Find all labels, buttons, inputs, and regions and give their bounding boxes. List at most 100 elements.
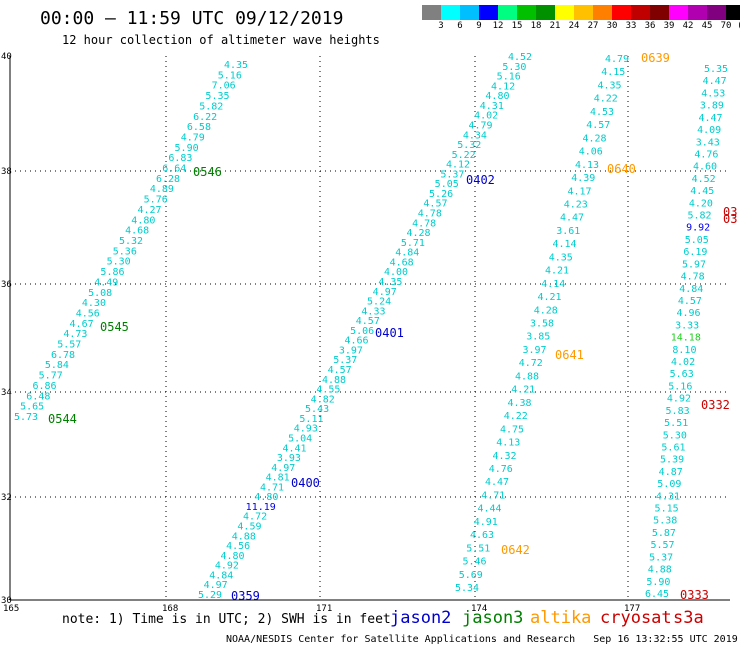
swh-value: 4.21 bbox=[545, 266, 569, 277]
legend-s3a: s3a bbox=[673, 608, 704, 628]
swh-value: 5.35 bbox=[205, 91, 229, 102]
legend-swatch bbox=[555, 5, 574, 20]
swh-value: 5.38 bbox=[653, 516, 677, 527]
swh-value: 3.97 bbox=[522, 345, 546, 356]
swh-value: 4.57 bbox=[423, 199, 447, 210]
swh-value: 5.86 bbox=[100, 267, 124, 278]
swh-value: 4.21 bbox=[537, 292, 561, 303]
swh-value: 4.35 bbox=[549, 252, 573, 263]
swh-value: 3.43 bbox=[696, 137, 720, 148]
legend-swatch bbox=[517, 5, 536, 20]
swh-value: 5.61 bbox=[661, 442, 685, 453]
legend-swatch bbox=[479, 5, 498, 20]
pass-time-label: 0544 bbox=[48, 412, 77, 426]
swh-value: 4.30 bbox=[82, 298, 106, 309]
footer-note: note: 1) Time is in UTC; 2) SWH is in fe… bbox=[62, 612, 391, 627]
swh-value: 4.12 bbox=[446, 160, 470, 171]
swh-value: 6.64 bbox=[162, 164, 186, 175]
legend-jason2: jason2 bbox=[390, 608, 452, 628]
map-axes: 165 168 171 174 177 40 38 36 34 32 30 bbox=[1, 52, 730, 614]
y-tick-label: 40 bbox=[1, 52, 12, 62]
swh-value: 4.87 bbox=[659, 467, 683, 478]
swh-value: 4.28 bbox=[582, 133, 606, 144]
pass-time-label: 0639 bbox=[641, 51, 670, 65]
legend-label: 6 bbox=[457, 21, 463, 31]
swh-value: 5.43 bbox=[305, 404, 329, 415]
swh-value: 4.89 bbox=[150, 184, 174, 195]
swh-value: 4.76 bbox=[489, 464, 513, 475]
swh-value: 5.37 bbox=[440, 169, 464, 180]
swh-value: 4.92 bbox=[215, 561, 239, 572]
swh-value: 6.86 bbox=[32, 381, 56, 392]
swh-value: 5.97 bbox=[682, 259, 706, 270]
swh-value: 4.71 bbox=[260, 482, 284, 493]
swh-value: 4.79 bbox=[181, 132, 205, 143]
credit-line: NOAA/NESDIS Center for Satellite Applica… bbox=[226, 634, 738, 645]
legend-label: 21 bbox=[549, 21, 561, 31]
swh-value: 5.37 bbox=[649, 552, 673, 563]
swh-value: 4.80 bbox=[254, 492, 278, 503]
swh-value: 5.82 bbox=[687, 211, 711, 222]
swh-value: 4.84 bbox=[395, 248, 419, 259]
swh-value: 4.67 bbox=[70, 319, 94, 330]
swh-value: 4.76 bbox=[694, 149, 718, 160]
swh-value: 4.53 bbox=[590, 107, 614, 118]
swh-value: 4.72 bbox=[243, 512, 267, 523]
y-tick-label: 36 bbox=[1, 280, 12, 290]
legend-altika: altika bbox=[530, 608, 592, 628]
swh-value: 8.10 bbox=[672, 345, 696, 356]
swh-value: 4.56 bbox=[226, 541, 250, 552]
swh-value: 4.55 bbox=[316, 385, 340, 396]
swh-value: 5.08 bbox=[88, 288, 112, 299]
pass-time-label: 0401 bbox=[375, 326, 404, 340]
swh-value: 4.88 bbox=[232, 531, 256, 542]
legend-swatch bbox=[593, 5, 612, 20]
swh-value: 4.59 bbox=[237, 522, 261, 533]
swh-value: 4.31 bbox=[480, 101, 504, 112]
swh-value: 3.33 bbox=[675, 320, 699, 331]
legend-label: 27 bbox=[587, 21, 599, 31]
swh-value: 5.51 bbox=[466, 543, 490, 554]
swh-value: 4.66 bbox=[344, 336, 368, 347]
swh-value: 4.92 bbox=[667, 394, 691, 405]
swh-value: 5.82 bbox=[199, 101, 223, 112]
pass-time-label: 03 bbox=[723, 212, 737, 226]
swh-value: 3.93 bbox=[277, 453, 301, 464]
swh-value: 14.18 bbox=[671, 333, 701, 344]
x-tick-label: 177 bbox=[624, 604, 640, 614]
swh-value: 4.57 bbox=[328, 365, 352, 376]
swh-value: 4.00 bbox=[384, 267, 408, 278]
legend-swatch bbox=[460, 5, 479, 20]
swh-value: 4.27 bbox=[137, 205, 161, 216]
legend-swatch bbox=[707, 5, 726, 20]
swh-value: 4.80 bbox=[131, 215, 155, 226]
pass-time-label: 0402 bbox=[466, 173, 495, 187]
legend-swatch bbox=[726, 5, 740, 20]
y-tick-label: 34 bbox=[1, 388, 12, 398]
swh-value: 5.65 bbox=[20, 402, 44, 413]
page-subtitle: 12 hour collection of altimeter wave hei… bbox=[62, 33, 380, 47]
swh-value: 5.29 bbox=[198, 590, 222, 601]
swh-value: 6.83 bbox=[168, 153, 192, 164]
legend-swatch bbox=[631, 5, 650, 20]
swh-value: 5.90 bbox=[175, 143, 199, 154]
swh-value: 5.16 bbox=[668, 381, 692, 392]
swh-value: 5.24 bbox=[367, 297, 391, 308]
legend-label: 39 bbox=[663, 21, 675, 31]
swh-value: 4.96 bbox=[677, 308, 701, 319]
swh-value: 4.17 bbox=[567, 186, 591, 197]
swh-value: 6.28 bbox=[156, 174, 180, 185]
swh-value: 5.32 bbox=[119, 236, 143, 247]
pass-time-label: 0545 bbox=[100, 320, 129, 334]
legend-label: 15 bbox=[511, 21, 523, 31]
swh-value: 5.16 bbox=[218, 70, 242, 81]
legend-swatch bbox=[422, 5, 441, 20]
swh-value: 4.56 bbox=[76, 308, 100, 319]
legend-label: 12 bbox=[492, 21, 504, 31]
swh-value: 5.30 bbox=[502, 62, 526, 73]
swh-value: 4.75 bbox=[500, 424, 524, 435]
legend-swatch bbox=[612, 5, 631, 20]
swh-value: 5.87 bbox=[652, 528, 676, 539]
legend-label: 70 bbox=[720, 21, 732, 31]
